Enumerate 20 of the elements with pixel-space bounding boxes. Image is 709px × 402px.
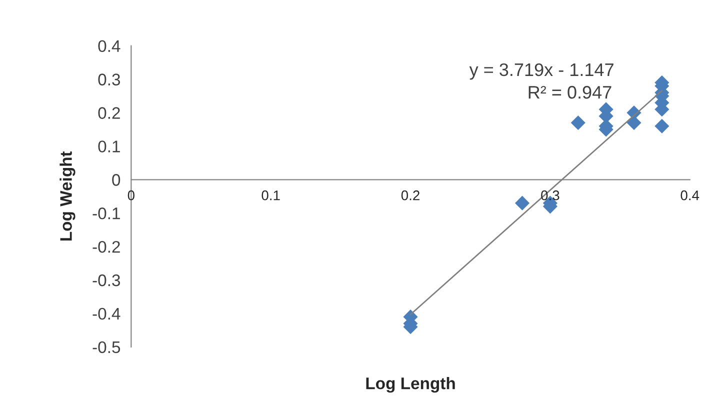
y-tick-label: -0.1	[92, 208, 120, 220]
x-tick-label: 0.1	[262, 190, 280, 200]
y-tick-label: -0.2	[92, 240, 120, 253]
y-tick-label: -0.3	[92, 274, 120, 286]
y-tick-label: 0.2	[98, 107, 120, 119]
y-tick-label: 0	[112, 174, 120, 186]
x-tick-label: 0.4	[680, 190, 700, 200]
annotation: R² = 0.947	[528, 86, 612, 99]
y-tick-label: 0.4	[98, 40, 120, 52]
point	[570, 115, 586, 130]
y-tick-label: -0.5	[92, 341, 120, 354]
point	[654, 118, 670, 134]
y-axis-title: Log Weight	[60, 151, 76, 240]
y-tick-label: -0.4	[92, 308, 120, 320]
y-tick-label: 0.1	[98, 140, 120, 152]
x-tick-label: 0.2	[401, 190, 420, 200]
annotation: y = 3.719x - 1.147	[469, 63, 614, 80]
x-axis-title: Log Length	[366, 377, 455, 393]
point	[514, 196, 530, 210]
y-tick-label: 0.3	[98, 74, 120, 86]
